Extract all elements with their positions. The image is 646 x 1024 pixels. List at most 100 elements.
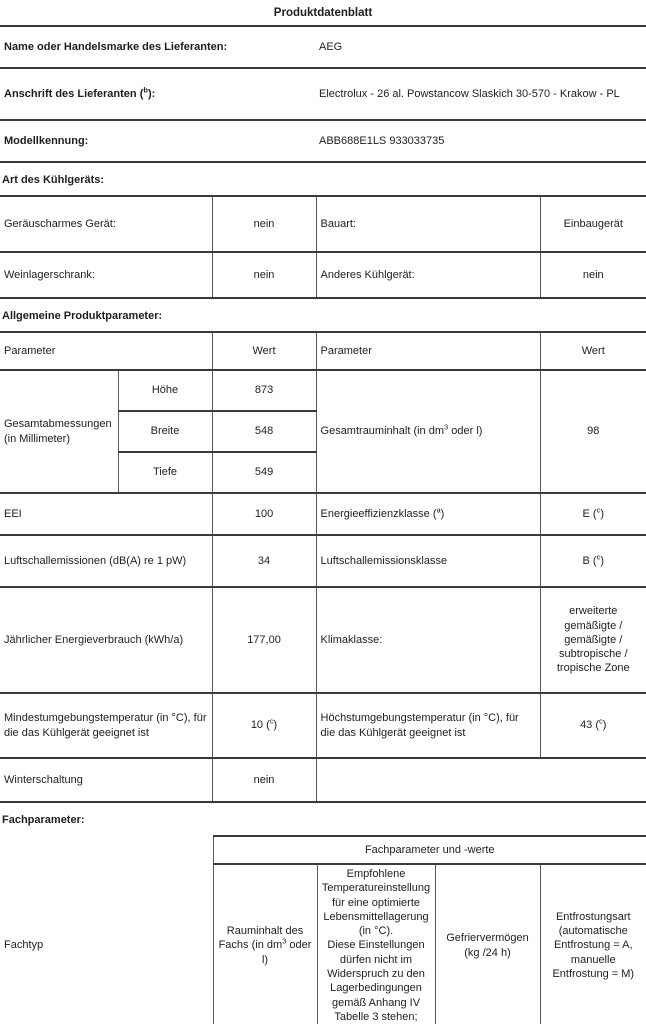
max-temp-value-sup: c — [599, 716, 603, 726]
tiefe-label: Tiefe — [117, 451, 213, 494]
noise-class-label: Luftschallemissionsklasse — [315, 534, 541, 588]
annual-energy-value: 177,00 — [211, 586, 317, 694]
wert-header-left: Wert — [211, 331, 317, 371]
quiet-appliance-value: nein — [211, 195, 316, 253]
energy-class-value-end: ) — [600, 507, 604, 520]
winter-setting-row: Winterschaltung nein — [0, 757, 646, 803]
min-temp-label: Mindestumgebungstemperatur (in °C), für … — [0, 692, 213, 759]
energy-class-value: E (c) — [539, 492, 646, 536]
design-type-value: Einbaugerät — [539, 195, 646, 253]
compartment-corner-cell — [0, 836, 213, 864]
dimensions-row-breite: Breite 548 — [0, 410, 646, 453]
other-appliance-value: nein — [539, 251, 646, 299]
defrost-type-header: Entfrostungsart (automatische Entfrostun… — [539, 862, 646, 1024]
hoehe-value: 873 — [211, 369, 317, 412]
dimensions-row-tiefe: Tiefe 549 — [0, 451, 646, 494]
eei-label: EEI — [0, 492, 213, 536]
address-label-end: ): — [147, 87, 156, 100]
compartment-header-row: Fachtyp Rauminhalt des Fachs (in dm3 ode… — [0, 862, 646, 1024]
compartment-temp-header: Empfohlene Temperatureinstellung für ein… — [316, 862, 435, 1024]
fachtyp-header: Fachtyp — [0, 864, 213, 1024]
param-header-left: Parameter — [0, 331, 213, 371]
energy-class-end: ) — [440, 507, 445, 520]
supplier-address-value: Electrolux - 26 al. Powstancow Slaskich … — [316, 68, 646, 121]
volume-label-sup: 3 — [444, 422, 449, 432]
energy-class-value-sup: c — [596, 505, 601, 515]
freezing-capacity-header: Gefriervermögen (kg /24 h) — [434, 862, 540, 1024]
max-temp-value: 43 (c) — [539, 692, 646, 759]
address-label-sup: b — [143, 85, 148, 95]
eei-value: 100 — [211, 492, 317, 536]
general-header-row: Parameter Wert Parameter Wert — [0, 331, 646, 371]
noise-row: Luftschallemissionen (dB(A) re 1 pW) 34 … — [0, 534, 646, 588]
climate-class-value: erweiterte gemäßigte / gemäßigte / subtr… — [539, 586, 646, 694]
compartment-band-row: Fachparameter und -werte — [0, 835, 646, 865]
model-row: Modellkennung: ABB688E1LS 933033735 — [0, 120, 646, 163]
supplier-address-row: Anschrift des Lieferanten (b): Electrolu… — [0, 68, 646, 121]
ambient-temp-row: Mindestumgebungstemperatur (in °C), für … — [0, 692, 646, 759]
total-volume-value: 98 — [539, 369, 646, 494]
min-temp-value-sup: c — [269, 716, 274, 726]
supplier-name-label: Name oder Handelsmarke des Lieferanten: — [0, 27, 316, 69]
param-header-right: Parameter — [315, 331, 541, 371]
noise-class-value: B (c) — [539, 534, 646, 588]
supplier-address-label: Anschrift des Lieferanten (b): — [0, 68, 316, 121]
annual-energy-row: Jährlicher Energieverbrauch (kWh/a) 177,… — [0, 586, 646, 694]
volume-label-end: oder l) — [448, 425, 483, 438]
energy-class-text: Energieeffizienzklasse ( — [320, 507, 437, 520]
wine-storage-value: nein — [211, 251, 316, 299]
volume-label-text: Gesamtrauminhalt (in dm — [320, 425, 445, 438]
min-temp-value: 10 (c) — [211, 692, 317, 759]
dimensions-label: Gesamtabmessungen (in Millimeter) — [0, 369, 118, 494]
supplier-name-value: AEG — [316, 27, 646, 69]
compartment-table: Fachparameter und -werte Fachtyp Rauminh… — [0, 835, 646, 1024]
supplier-info-table: Name oder Handelsmarke des Lieferanten: … — [0, 27, 646, 163]
winter-setting-empty-cell — [315, 757, 646, 803]
model-value: ABB688E1LS 933033735 — [316, 120, 646, 163]
compartment-volume-header: Rauminhalt des Fachs (in dm3 oder l) — [212, 862, 317, 1024]
type-table: Geräuscharmes Gerät: nein Bauart: Einbau… — [0, 195, 646, 299]
compartment-band-header: Fachparameter und -werte — [212, 835, 646, 865]
energy-class-label: Energieeffizienzklasse (a) — [315, 492, 541, 536]
noise-class-value-end: ) — [600, 554, 604, 567]
energy-class-value-text: E ( — [582, 507, 597, 520]
type-row-wine-other: Weinlagerschrank: nein Anderes Kühlgerät… — [0, 251, 646, 299]
breite-value: 548 — [211, 410, 317, 453]
annual-energy-label: Jährlicher Energieverbrauch (kWh/a) — [0, 586, 213, 694]
wine-storage-label: Weinlagerschrank: — [0, 251, 212, 299]
hoehe-label: Höhe — [117, 369, 213, 412]
address-label-text: Anschrift des Lieferanten ( — [4, 87, 144, 100]
noise-value: 34 — [211, 534, 317, 588]
max-temp-value-text: 43 ( — [580, 719, 600, 732]
compartment-volume-sup: 3 — [282, 936, 287, 946]
max-temp-label: Höchstumgebungstemperatur (in °C), für d… — [315, 692, 541, 759]
doc-title: Produktdatenblatt — [0, 4, 646, 27]
energy-class-sup: a — [436, 505, 441, 515]
min-temp-value-text: 10 ( — [250, 719, 270, 732]
type-row-quiet-bauart: Geräuscharmes Gerät: nein Bauart: Einbau… — [0, 195, 646, 253]
total-volume-label: Gesamtrauminhalt (in dm3 oder l) — [315, 369, 541, 494]
other-appliance-label: Anderes Kühlgerät: — [315, 251, 540, 299]
compartment-section-heading: Fachparameter: — [2, 814, 85, 826]
max-temp-value-end: ) — [602, 719, 607, 732]
general-section-heading: Allgemeine Produktparameter: — [2, 310, 163, 322]
eei-row: EEI 100 Energieeffizienzklasse (a) E (c) — [0, 492, 646, 536]
compartment-volume-end: oder l) — [261, 939, 312, 966]
noise-label: Luftschallemissionen (dB(A) re 1 pW) — [0, 534, 213, 588]
type-section-heading: Art des Kühlgeräts: — [2, 174, 105, 186]
design-type-label: Bauart: — [315, 195, 540, 253]
supplier-name-row: Name oder Handelsmarke des Lieferanten: … — [0, 27, 646, 69]
winter-setting-label: Winterschaltung — [0, 757, 213, 803]
general-parameters-table: Parameter Wert Parameter Wert Gesamtabme… — [0, 331, 646, 803]
breite-label: Breite — [117, 410, 213, 453]
winter-setting-value: nein — [211, 757, 317, 803]
tiefe-value: 549 — [211, 451, 317, 494]
wert-header-right: Wert — [539, 331, 646, 371]
quiet-appliance-label: Geräuscharmes Gerät: — [0, 195, 212, 253]
noise-class-value-text: B ( — [582, 554, 597, 567]
noise-class-value-sup: c — [596, 552, 601, 562]
model-label: Modellkennung: — [0, 120, 316, 163]
dimensions-row-hoehe: Gesamtabmessungen (in Millimeter) Höhe 8… — [0, 369, 646, 494]
compartment-volume-text: Rauminhalt des Fachs (in dm — [218, 925, 304, 952]
